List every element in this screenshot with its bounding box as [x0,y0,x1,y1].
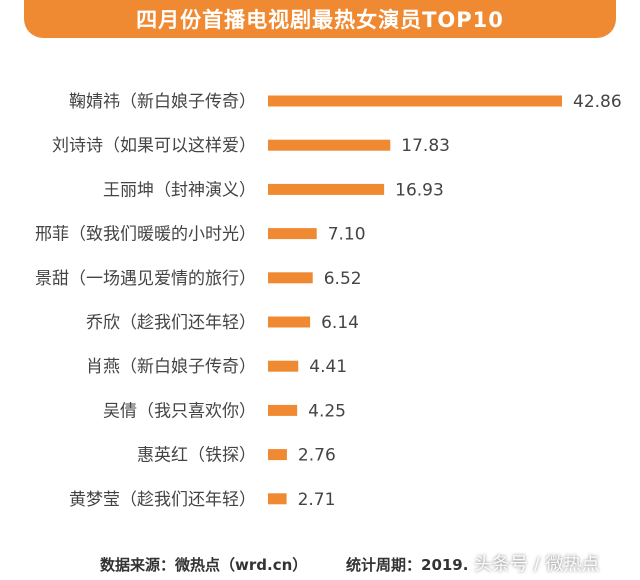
bar [268,316,311,328]
value-label: 6.14 [321,313,359,333]
bar [268,360,299,372]
value-label: 7.10 [328,225,366,245]
value-label: 42.86 [573,92,622,112]
bar-chart: 鞠婧祎（新白娘子传奇） 42.86 刘诗诗（如果可以这样爱） 17.83 王丽坤（封神演… [35,92,622,510]
category-label: 景甜（一场遇见爱情的旅行） [35,269,256,289]
stat-period: 统计周期：2019. [346,556,469,574]
bar [268,139,391,151]
bar [268,404,298,416]
value-label: 6.52 [324,269,362,289]
category-label: 黄梦莹（趁我们还年轻） [69,490,256,510]
title-banner: 四月份首播电视剧最热女演员TOP10 [24,0,616,38]
value-label: 4.25 [308,401,346,421]
bar [268,449,287,461]
category-label: 刘诗诗（如果可以这样爱） [52,136,256,156]
value-label: 17.83 [401,136,450,156]
value-label: 2.71 [298,490,336,510]
bar [268,228,317,240]
data-source: 数据来源：微热点（wrd.cn） [100,556,308,574]
value-label: 2.76 [298,446,336,466]
footer: 数据来源：微热点（wrd.cn） 统计周期：2019. 头条号 / 微热点 [0,548,640,580]
bar [268,95,562,107]
category-label: 吴倩（我只喜欢你） [103,401,256,421]
category-label: 鞠婧祎（新白娘子传奇） [69,92,256,112]
chart-title: 四月份首播电视剧最热女演员TOP10 [136,8,504,32]
value-label: 4.41 [309,357,347,377]
category-label: 邢菲（致我们暖暖的小时光） [35,225,256,245]
bar [268,272,313,284]
bar [268,493,287,505]
category-label: 乔欣（趁我们还年轻） [86,313,256,333]
value-label: 16.93 [395,180,444,200]
watermark: 头条号 / 微热点 [474,554,600,575]
category-label: 惠英红（铁探） [137,446,256,466]
category-label: 王丽坤（封神演义） [103,180,256,200]
bar [268,183,385,195]
category-label: 肖燕（新白娘子传奇） [86,357,256,377]
